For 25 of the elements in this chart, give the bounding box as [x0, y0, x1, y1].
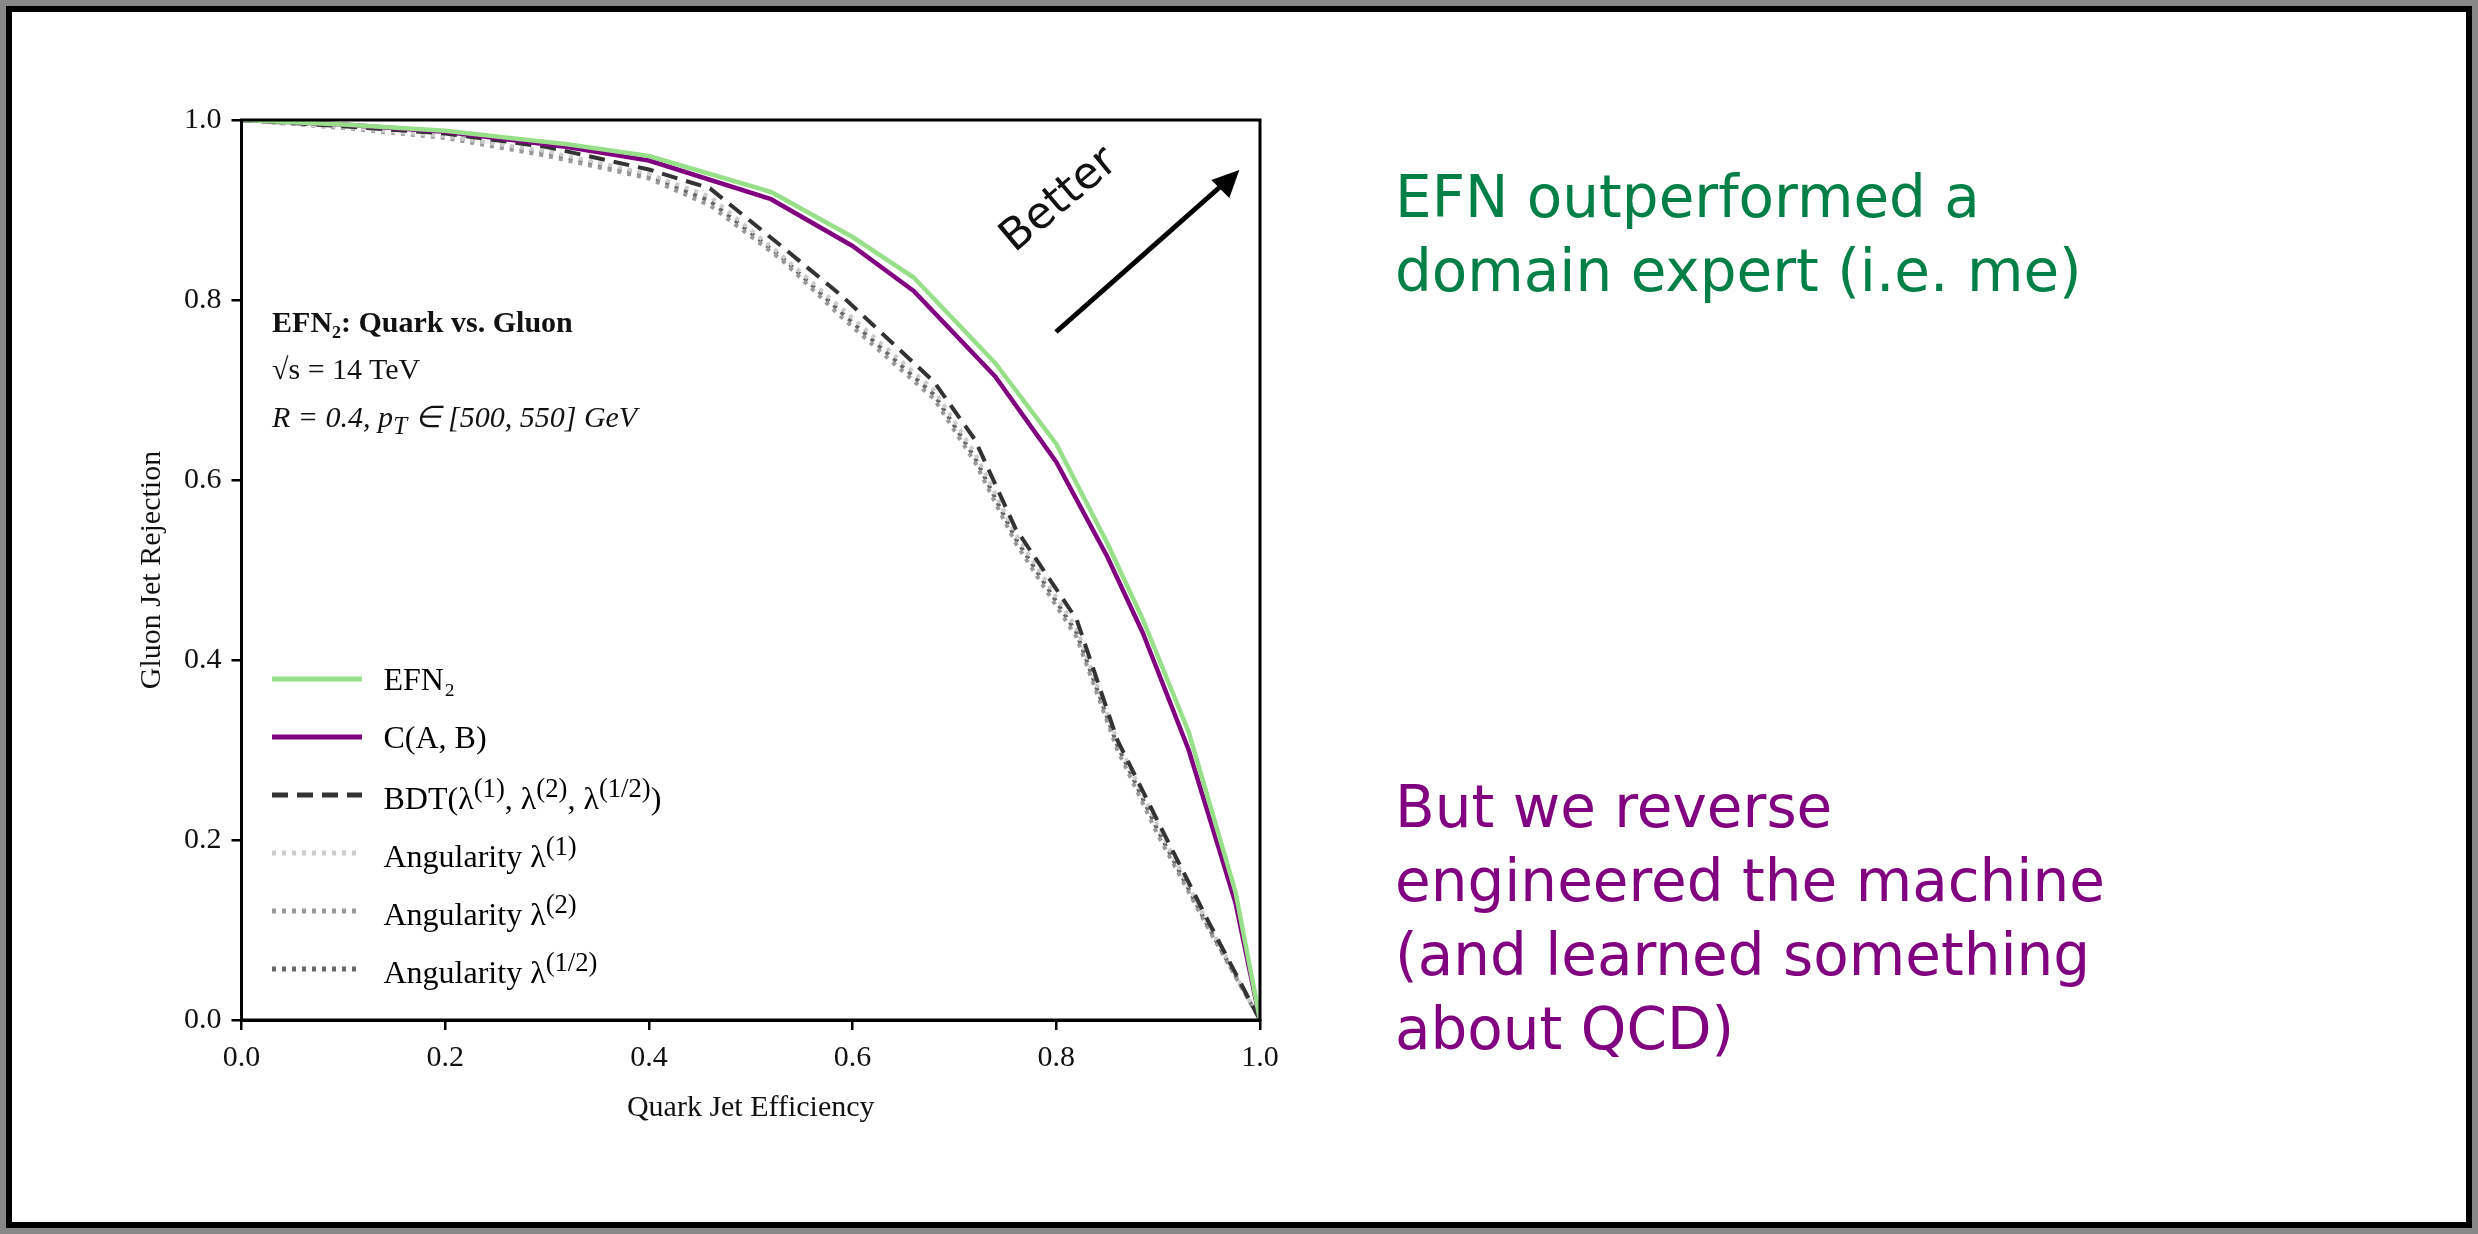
legend-label: Angularity λ$^{(2)}$	[383, 889, 577, 933]
legend-label: Angularity λ$^{(1)}$	[383, 831, 577, 875]
legend-label: BDT(λ$^{(1)}$, λ$^{(2)}$, λ$^{(1/2)}$)	[383, 773, 662, 817]
x-tick-label: 0.0	[222, 1038, 261, 1072]
x-tick-label: 0.8	[1037, 1038, 1076, 1072]
annotation: √s = 14 TeV	[272, 352, 421, 387]
legend-label: C(A, B)	[383, 718, 487, 756]
annotation: EFN₂: Quark vs. Gluon	[272, 304, 573, 339]
x-tick-label: 0.4	[630, 1038, 668, 1072]
y-tick-label: 0.4	[184, 640, 222, 674]
legend-label: Angularity λ$^{(1/2)}$	[383, 947, 598, 991]
annotation: R = 0.4, p$_{T}$ ∈ [500, 550] GeV	[272, 399, 638, 440]
y-tick-label: 0.8	[184, 280, 222, 314]
y-tick-label: 0.6	[184, 460, 222, 494]
y-tick-label: 0.0	[184, 1000, 222, 1034]
y-axis-title: Gluon Jet Rejection	[132, 450, 166, 690]
text: EFN outperformed a domain expert (i.e. me)	[1395, 162, 2083, 307]
x-axis-title: Quark Jet Efficiency	[626, 1088, 875, 1122]
x-tick-label: 1.0	[1241, 1038, 1279, 1072]
legend-label: EFN₂	[383, 660, 456, 698]
text: But we reverse engineered the machine (and learned something about QCD)	[1395, 772, 2106, 1065]
y-tick-label: 0.2	[184, 820, 222, 854]
y-tick-label: 1.0	[184, 100, 222, 134]
x-tick-label: 0.2	[426, 1038, 464, 1072]
x-tick-label: 0.6	[833, 1038, 872, 1072]
